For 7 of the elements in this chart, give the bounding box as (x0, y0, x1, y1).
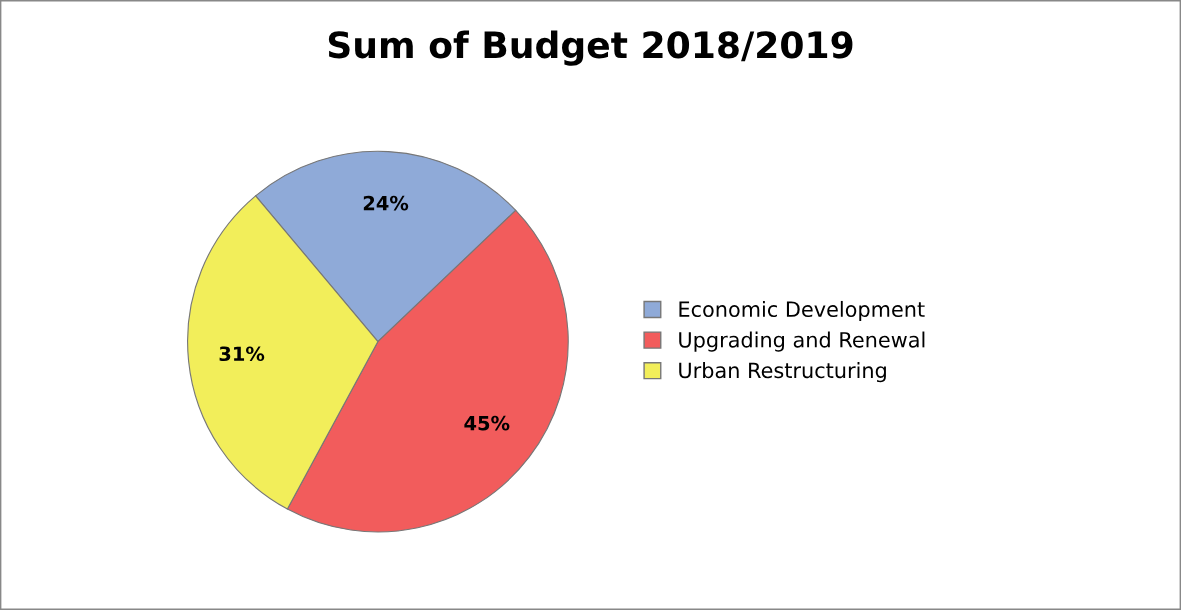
data-label: 24% (363, 195, 409, 211)
legend-label: Economic Development (679, 300, 925, 322)
data-label: 31% (219, 346, 265, 362)
legend-label: Urban Restructuring (679, 362, 886, 383)
legend-label: Upgrading and Renewal (679, 331, 925, 352)
chart-title: Sum of Budget 2018/2019 (328, 30, 853, 66)
data-label: 45% (464, 415, 510, 431)
